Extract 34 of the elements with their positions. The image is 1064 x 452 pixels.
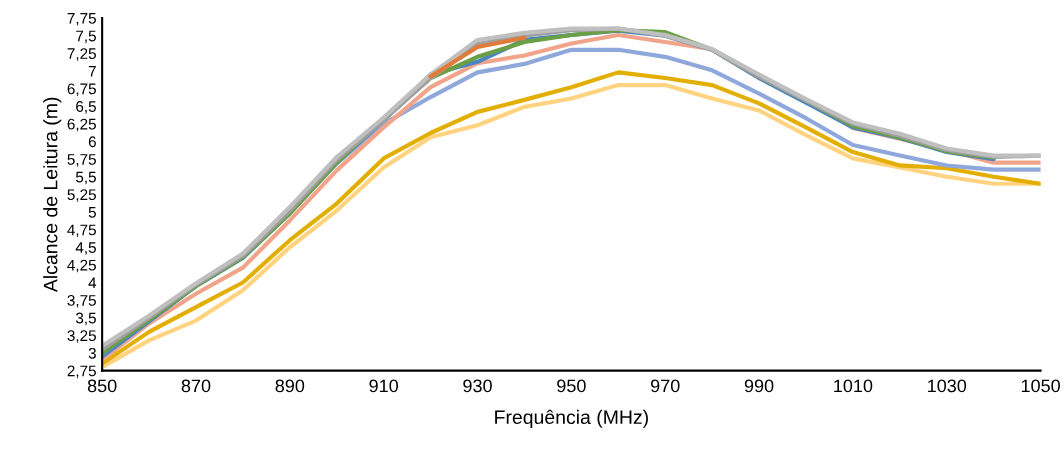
y-tick-label: 3 [88, 347, 96, 359]
y-tick-label: 7,25 [67, 48, 96, 61]
x-tick-label: 870 [181, 379, 211, 393]
y-tick-label: 7,5 [76, 30, 96, 44]
y-tick-label: 4,75 [67, 224, 96, 238]
x-tick-label: 890 [275, 379, 305, 393]
y-tick-label: 6,5 [76, 101, 96, 114]
y-tick-label: 5,5 [75, 171, 96, 185]
y-tick-label: 5,25 [67, 189, 96, 202]
y-tick-label: 3,25 [67, 330, 96, 343]
x-tick-label: 910 [369, 379, 399, 393]
y-tick-label: 4,5 [75, 242, 96, 255]
y-tick-label: 6 [88, 136, 96, 148]
y-tick-label: 2,75 [67, 365, 96, 379]
y-axis-title: Alcance de Leitura (m) [43, 97, 62, 293]
y-tick-label: 4,25 [67, 259, 96, 273]
x-tick-label: 1010 [834, 379, 873, 393]
x-tick-label: 1050 [1021, 379, 1060, 393]
y-tick-label: 3,75 [67, 295, 96, 308]
x-axis-title: Frequência (MHz) [495, 409, 648, 428]
x-tick-label: 990 [744, 379, 774, 393]
x-tick-label: 850 [87, 379, 117, 393]
y-tick-label: 7,75 [67, 13, 96, 26]
x-tick-label: 970 [651, 379, 680, 393]
y-tick-label: 3,5 [75, 312, 96, 326]
x-tick-label: 950 [557, 379, 586, 393]
y-tick-label: 6,25 [67, 118, 96, 132]
x-tick-label: 930 [463, 379, 492, 393]
y-tick-label: 6,75 [67, 83, 96, 97]
y-tick-label: 5,75 [67, 154, 96, 167]
x-tick-label: 1030 [928, 379, 967, 393]
y-tick-label: 7 [88, 65, 96, 77]
y-tick-label: 5 [88, 207, 96, 218]
y-tick-label: 4 [88, 277, 97, 289]
